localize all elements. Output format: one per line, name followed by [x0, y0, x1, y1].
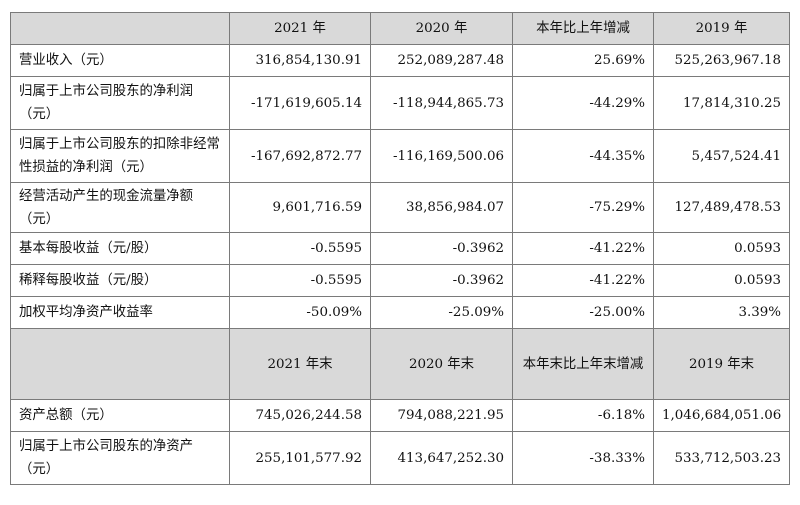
value-cell: 413,647,252.30	[370, 431, 513, 485]
value-cell: 316,854,130.91	[229, 44, 371, 77]
header-cell: 2021 年	[229, 12, 371, 45]
row-label: 稀释每股收益（元/股）	[10, 264, 230, 297]
value-cell: -41.22%	[512, 264, 654, 297]
value-cell: 25.69%	[512, 44, 654, 77]
row-label: 归属于上市公司股东的净资产（元）	[10, 431, 230, 485]
table-header-row: 2021 年 2020 年 本年比上年增减 2019 年	[10, 12, 790, 45]
value-cell: -38.33%	[512, 431, 654, 485]
table-subheader-row: 2021 年末 2020 年末 本年末比上年末增减 2019 年末	[10, 328, 790, 400]
header-cell: 2019 年	[653, 12, 790, 45]
value-cell: 794,088,221.95	[370, 399, 513, 432]
value-cell: -0.5595	[229, 232, 371, 265]
row-label: 营业收入（元）	[10, 44, 230, 77]
value-cell: 5,457,524.41	[653, 129, 790, 183]
row-label: 资产总额（元）	[10, 399, 230, 432]
value-cell: -118,944,865.73	[370, 76, 513, 130]
table-row: 加权平均净资产收益率 -50.09% -25.09% -25.00% 3.39%	[10, 296, 790, 329]
value-cell: -0.3962	[370, 232, 513, 265]
header-cell	[10, 328, 230, 400]
value-cell: -44.35%	[512, 129, 654, 183]
value-cell: -167,692,872.77	[229, 129, 371, 183]
header-cell: 本年比上年增减	[512, 12, 654, 45]
table-row: 归属于上市公司股东的净利润（元） -171,619,605.14 -118,94…	[10, 76, 790, 130]
value-cell: -25.00%	[512, 296, 654, 329]
header-cell: 2019 年末	[653, 328, 790, 400]
value-cell: 17,814,310.25	[653, 76, 790, 130]
table-row: 归属于上市公司股东的净资产（元） 255,101,577.92 413,647,…	[10, 431, 790, 485]
value-cell: 0.0593	[653, 232, 790, 265]
value-cell: 525,263,967.18	[653, 44, 790, 77]
row-label: 基本每股收益（元/股）	[10, 232, 230, 265]
row-label: 加权平均净资产收益率	[10, 296, 230, 329]
table-row: 稀释每股收益（元/股） -0.5595 -0.3962 -41.22% 0.05…	[10, 264, 790, 297]
value-cell: 3.39%	[653, 296, 790, 329]
table-row: 归属于上市公司股东的扣除非经常性损益的净利润（元） -167,692,872.7…	[10, 129, 790, 183]
value-cell: -41.22%	[512, 232, 654, 265]
value-cell: -50.09%	[229, 296, 371, 329]
value-cell: 38,856,984.07	[370, 182, 513, 233]
value-cell: -44.29%	[512, 76, 654, 130]
value-cell: 9,601,716.59	[229, 182, 371, 233]
header-cell: 本年末比上年末增减	[512, 328, 654, 400]
value-cell: 127,489,478.53	[653, 182, 790, 233]
header-cell: 2020 年	[370, 12, 513, 45]
value-cell: -25.09%	[370, 296, 513, 329]
row-label: 归属于上市公司股东的扣除非经常性损益的净利润（元）	[10, 129, 230, 183]
value-cell: 533,712,503.23	[653, 431, 790, 485]
value-cell: 252,089,287.48	[370, 44, 513, 77]
table-row: 经营活动产生的现金流量净额（元） 9,601,716.59 38,856,984…	[10, 182, 790, 233]
table-row: 基本每股收益（元/股） -0.5595 -0.3962 -41.22% 0.05…	[10, 232, 790, 265]
financial-summary-table: 2021 年 2020 年 本年比上年增减 2019 年 营业收入（元） 316…	[10, 12, 790, 485]
header-cell: 2020 年末	[370, 328, 513, 400]
value-cell: 745,026,244.58	[229, 399, 371, 432]
value-cell: -0.3962	[370, 264, 513, 297]
value-cell: -0.5595	[229, 264, 371, 297]
row-label: 归属于上市公司股东的净利润（元）	[10, 76, 230, 130]
header-cell	[10, 12, 230, 45]
row-label: 经营活动产生的现金流量净额（元）	[10, 182, 230, 233]
value-cell: -116,169,500.06	[370, 129, 513, 183]
value-cell: -6.18%	[512, 399, 654, 432]
value-cell: 0.0593	[653, 264, 790, 297]
value-cell: 1,046,684,051.06	[653, 399, 790, 432]
value-cell: -171,619,605.14	[229, 76, 371, 130]
table-row: 营业收入（元） 316,854,130.91 252,089,287.48 25…	[10, 44, 790, 77]
value-cell: -75.29%	[512, 182, 654, 233]
header-cell: 2021 年末	[229, 328, 371, 400]
table-row: 资产总额（元） 745,026,244.58 794,088,221.95 -6…	[10, 399, 790, 432]
value-cell: 255,101,577.92	[229, 431, 371, 485]
